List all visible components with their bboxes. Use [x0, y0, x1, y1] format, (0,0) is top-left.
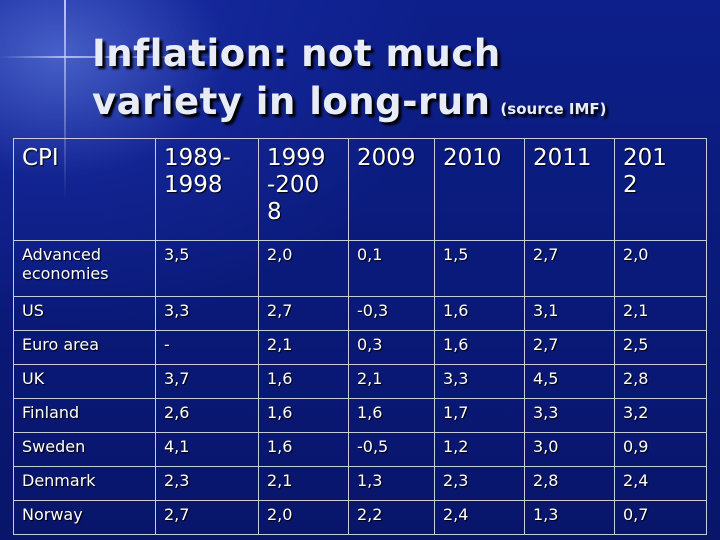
- row-label-cell: UK: [13, 364, 156, 399]
- value-cell: -0,3: [348, 296, 435, 331]
- row-label-cell: Sweden: [13, 432, 156, 467]
- value-cell: 0,3: [348, 330, 435, 365]
- table-header-cell: 2011: [524, 138, 615, 241]
- table-row: Euro area -2,1 0,3 1,6 2,7 2,5: [13, 330, 707, 365]
- title-line-2-text: variety in long-run: [92, 80, 491, 123]
- table-row: Finland 2,6 1,6 1,6 1,7 3,3 3,2: [13, 398, 707, 433]
- value-cell: 3,3: [155, 296, 259, 331]
- title-line-1: Inflation: not much: [92, 32, 501, 75]
- value-cell: 2,4: [614, 466, 707, 501]
- value-cell: 2,1: [348, 364, 435, 399]
- value-cell: 4,5: [524, 364, 615, 399]
- value-cell: 1,6: [434, 330, 525, 365]
- table-header-row: CPI 1989- 1998 1999 -200 8 2009 2010 2011 201 2: [13, 138, 707, 241]
- value-cell: 1,2: [434, 432, 525, 467]
- table-row: Norway 2,7 2,0 2,2 2,4 1,3 0,7: [13, 500, 707, 535]
- value-cell: 2,6: [155, 398, 259, 433]
- row-label-cell: Euro area: [13, 330, 156, 365]
- inflation-table: CPI 1989- 1998 1999 -200 8 2009 2010 2011 201 2 Adv…: [13, 138, 707, 535]
- value-cell: -: [155, 330, 259, 365]
- value-cell: 1,6: [258, 432, 349, 467]
- value-cell: 2,7: [524, 330, 615, 365]
- table-row: US 3,3 2,7 -0,3 1,6 3,1 2,1: [13, 296, 707, 331]
- value-cell: 2,0: [258, 240, 349, 297]
- table-header-cell: 201 2: [614, 138, 707, 241]
- title-line-2: variety in long-run (source IMF): [92, 78, 702, 133]
- value-cell: 1,3: [348, 466, 435, 501]
- row-label-cell: Denmark: [13, 466, 156, 501]
- value-cell: 3,7: [155, 364, 259, 399]
- table-row: Sweden 4,1 1,6 -0,5 1,2 3,0 0,9: [13, 432, 707, 467]
- value-cell: 2,4: [434, 500, 525, 535]
- value-cell: 1,6: [258, 398, 349, 433]
- value-cell: 3,5: [155, 240, 259, 297]
- table-row: Advanced economies 3,5 2,0 0,1 1,5 2,7 2,0: [13, 240, 707, 297]
- value-cell: 2,3: [155, 466, 259, 501]
- value-cell: 1,6: [434, 296, 525, 331]
- value-cell: 2,0: [614, 240, 707, 297]
- row-label-cell: Advanced economies: [13, 240, 156, 297]
- value-cell: 2,1: [258, 466, 349, 501]
- row-label-cell: US: [13, 296, 156, 331]
- value-cell: 2,7: [258, 296, 349, 331]
- value-cell: 0,9: [614, 432, 707, 467]
- value-cell: 1,7: [434, 398, 525, 433]
- value-cell: 2,1: [258, 330, 349, 365]
- row-label-cell: Finland: [13, 398, 156, 433]
- value-cell: 0,7: [614, 500, 707, 535]
- table-header-cell: 2010: [434, 138, 525, 241]
- value-cell: 3,3: [524, 398, 615, 433]
- value-cell: 1,6: [258, 364, 349, 399]
- value-cell: 2,5: [614, 330, 707, 365]
- value-cell: 2,7: [155, 500, 259, 535]
- value-cell: 1,3: [524, 500, 615, 535]
- value-cell: 3,0: [524, 432, 615, 467]
- value-cell: 1,5: [434, 240, 525, 297]
- value-cell: 4,1: [155, 432, 259, 467]
- value-cell: 2,7: [524, 240, 615, 297]
- value-cell: 1,6: [348, 398, 435, 433]
- value-cell: 3,1: [524, 296, 615, 331]
- value-cell: 3,3: [434, 364, 525, 399]
- row-label-cell: Norway: [13, 500, 156, 535]
- value-cell: 2,2: [348, 500, 435, 535]
- table-header-cell: 1999 -200 8: [258, 138, 349, 241]
- value-cell: 0,1: [348, 240, 435, 297]
- table-header-cell: 1989- 1998: [155, 138, 259, 241]
- value-cell: 2,1: [614, 296, 707, 331]
- light-flare-vertical: [64, 0, 66, 200]
- table-header-cell: 2009: [348, 138, 435, 241]
- value-cell: 2,8: [524, 466, 615, 501]
- value-cell: 2,0: [258, 500, 349, 535]
- table-header-cell: CPI: [13, 138, 156, 241]
- value-cell: 2,3: [434, 466, 525, 501]
- light-flare-horizontal: [0, 56, 220, 58]
- value-cell: -0,5: [348, 432, 435, 467]
- source-note: (source IMF): [500, 100, 607, 118]
- slide-title: Inflation: not much variety in long-run (…: [92, 30, 702, 133]
- value-cell: 2,8: [614, 364, 707, 399]
- value-cell: 3,2: [614, 398, 707, 433]
- table-row: UK 3,7 1,6 2,1 3,3 4,5 2,8: [13, 364, 707, 399]
- table-row: Denmark 2,3 2,1 1,3 2,3 2,8 2,4: [13, 466, 707, 501]
